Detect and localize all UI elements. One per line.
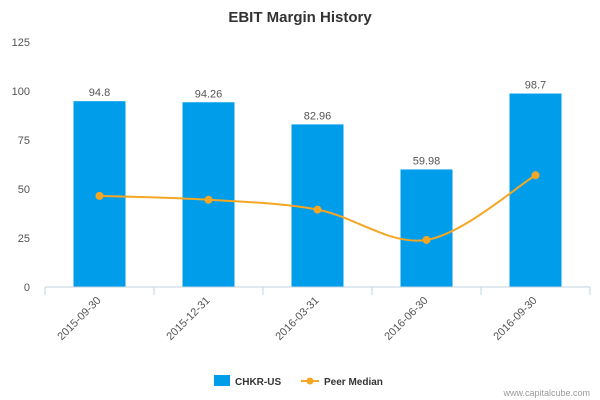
x-axis: 2015-09-30 2015-12-31 2016-03-31 2016-06-30… — [44, 286, 591, 343]
x-tick-label: 2016-06-30 — [382, 295, 430, 343]
legend: CHKR-US Peer Median — [214, 375, 383, 388]
y-tick-label: 100 — [12, 86, 30, 98]
bar[interactable] — [509, 93, 562, 287]
line-point[interactable] — [313, 205, 322, 214]
y-tick-label: 75 — [18, 135, 30, 147]
line-series — [95, 171, 540, 244]
legend-swatch-chkr — [214, 375, 230, 386]
bar-series: 94.8 94.26 82.96 59.98 98.7 — [73, 80, 562, 287]
bar-data-label: 82.96 — [304, 110, 332, 122]
y-tick-label: 0 — [24, 282, 30, 294]
x-tick-label: 2015-12-31 — [164, 295, 212, 343]
line-point[interactable] — [204, 195, 213, 204]
bar[interactable] — [182, 102, 235, 287]
legend-label-chkr[interactable]: CHKR-US — [235, 377, 281, 388]
legend-label-peer[interactable]: Peer Median — [324, 377, 383, 388]
y-tick-label: 50 — [18, 184, 30, 196]
bar-data-label: 94.8 — [89, 87, 110, 99]
chart-title: EBIT Margin History — [228, 9, 372, 26]
bar[interactable] — [400, 169, 453, 287]
x-tick-label: 2015-09-30 — [55, 295, 103, 343]
bar-data-label: 98.7 — [525, 80, 546, 92]
x-tick-label: 2016-09-30 — [491, 295, 539, 343]
y-tick-label: 25 — [18, 233, 30, 245]
x-tick-label: 2016-03-31 — [273, 295, 321, 343]
line-point[interactable] — [531, 171, 540, 180]
bar-data-label: 94.26 — [195, 88, 223, 100]
line-point[interactable] — [422, 235, 431, 244]
line-point[interactable] — [95, 191, 104, 200]
credit-text: www.capitalcube.com — [502, 388, 590, 398]
y-axis: 0 25 50 75 100 125 — [12, 37, 30, 294]
y-tick-label: 125 — [12, 37, 30, 49]
bar-data-label: 59.98 — [413, 155, 441, 167]
legend-swatch-peer-dot — [306, 377, 314, 385]
